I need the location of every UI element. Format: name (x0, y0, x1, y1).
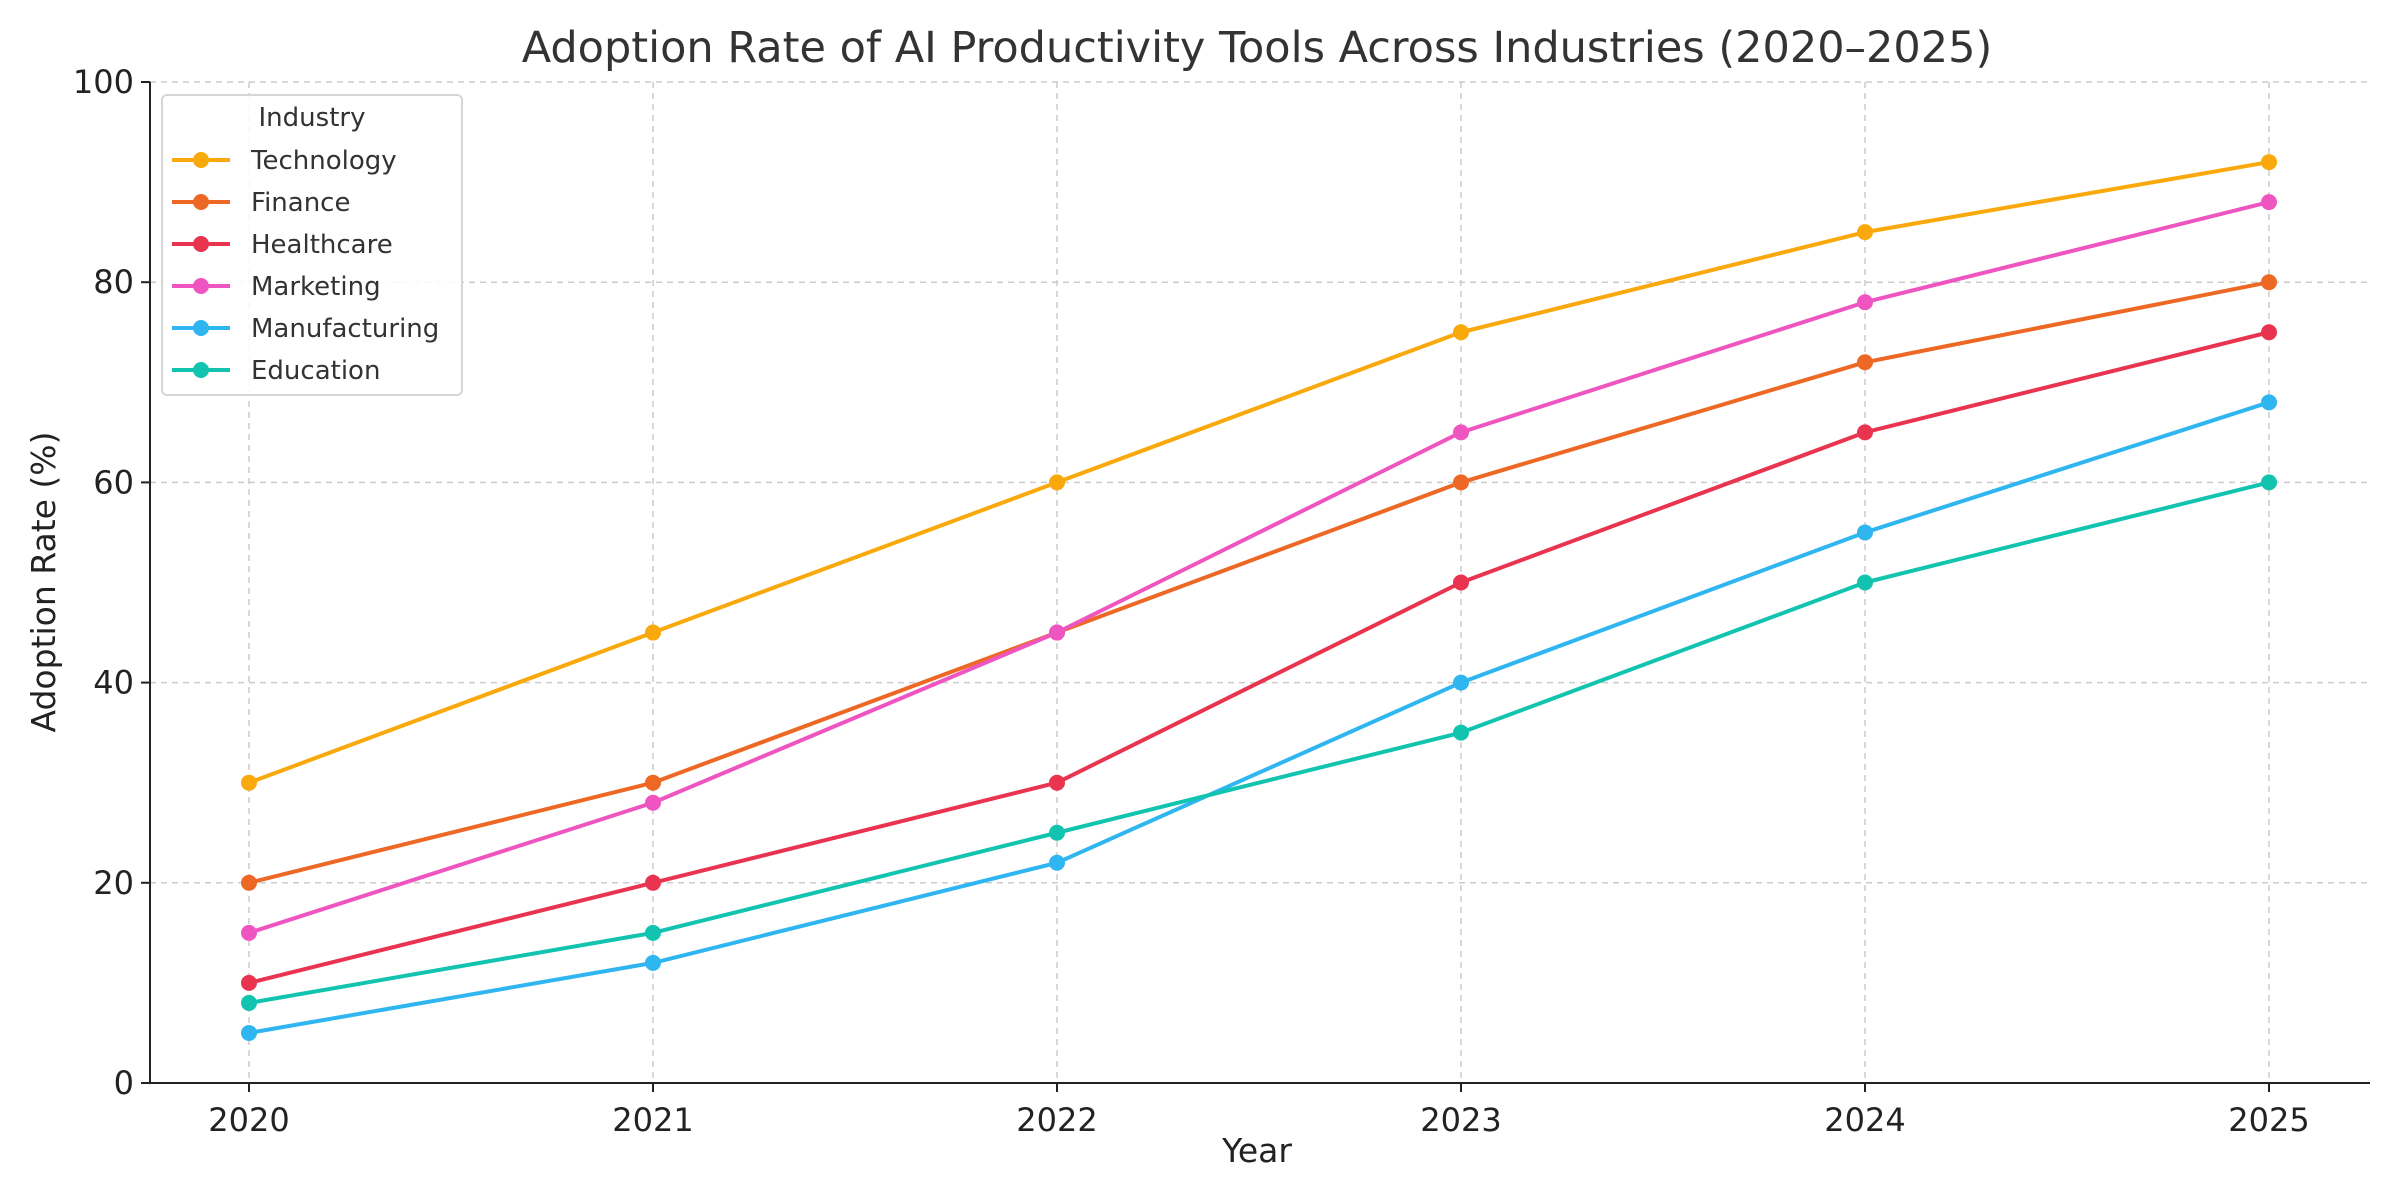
legend-item-marketing: Marketing (172, 272, 381, 302)
series-education (241, 474, 2277, 1011)
series-line-marketing (247, 200, 2271, 935)
series-manufacturing (241, 394, 2277, 1041)
series-healthcare (241, 324, 2277, 991)
legend-item-education: Education (172, 356, 380, 386)
legend-label: Technology (250, 146, 397, 176)
data-point-manufacturing (1453, 674, 1469, 691)
data-point-marketing (645, 794, 661, 811)
x-axis-label: Year (1221, 1131, 1292, 1170)
y-axis-label: Adoption Rate (%) (24, 431, 63, 732)
grid-layer (150, 81, 2370, 1084)
data-point-finance (2261, 274, 2277, 291)
legend-label: Education (251, 356, 380, 386)
legend-item-technology: Technology (172, 146, 397, 176)
legend-swatch-marker (193, 152, 209, 168)
data-point-healthcare (645, 874, 661, 891)
data-point-finance (645, 774, 661, 791)
x-tick-label: 2023 (1420, 1101, 1501, 1139)
data-point-education (1857, 574, 1873, 591)
legend-label: Healthcare (251, 230, 393, 260)
data-point-technology (241, 774, 257, 791)
data-point-education (1049, 824, 1065, 841)
data-point-finance (241, 874, 257, 891)
data-point-technology (1453, 324, 1469, 341)
legend-item-finance: Finance (172, 188, 350, 218)
data-point-healthcare (1049, 774, 1065, 791)
x-tick-label: 2022 (1016, 1101, 1097, 1139)
series-line-manufacturing (247, 400, 2271, 1035)
legend-item-healthcare: Healthcare (172, 230, 393, 260)
data-point-healthcare (2261, 324, 2277, 341)
legend-items: Technology Finance Healthcare Marketing Manu… (172, 146, 439, 386)
y-tick-label: 80 (93, 263, 134, 301)
data-point-education (241, 994, 257, 1011)
series-line-education (247, 480, 2271, 1005)
data-point-manufacturing (241, 1024, 257, 1041)
data-point-technology (2261, 154, 2277, 171)
data-point-finance (1453, 474, 1469, 491)
legend-swatch-marker (193, 194, 209, 210)
data-point-healthcare (1857, 424, 1873, 441)
data-point-marketing (1453, 424, 1469, 441)
legend-label: Marketing (251, 272, 381, 302)
x-tick-label: 2024 (1824, 1101, 1905, 1139)
data-point-marketing (241, 924, 257, 941)
data-point-technology (645, 624, 661, 641)
data-point-manufacturing (645, 954, 661, 971)
series-line-finance (247, 280, 2271, 885)
data-point-education (2261, 474, 2277, 491)
legend-item-manufacturing: Manufacturing (172, 314, 439, 344)
chart-title: Adoption Rate of AI Productivity Tools A… (522, 23, 1993, 73)
legend: Industry Technology Finance Healthcare Mark… (161, 94, 463, 396)
x-tick-label: 2025 (2228, 1101, 2309, 1139)
legend-swatch-marker (193, 236, 209, 252)
data-point-technology (1049, 474, 1065, 491)
x-tick-label: 2020 (208, 1101, 289, 1139)
data-point-healthcare (1453, 574, 1469, 591)
series-marketing (241, 194, 2277, 941)
y-tick-label: 100 (73, 63, 134, 101)
y-tick-label: 40 (93, 664, 134, 702)
y-tick-label: 20 (93, 864, 134, 902)
series-line-technology (247, 160, 2271, 785)
data-point-education (1453, 724, 1469, 741)
y-tick-label: 60 (93, 463, 134, 501)
legend-label: Finance (251, 188, 350, 218)
data-point-manufacturing (1049, 854, 1065, 871)
legend-swatch-marker (193, 362, 209, 378)
data-point-healthcare (241, 974, 257, 991)
x-tick-label: 2021 (612, 1101, 693, 1139)
data-point-marketing (2261, 194, 2277, 211)
series-layer (241, 154, 2277, 1041)
y-tick-label: 0 (114, 1064, 134, 1102)
legend-swatch-marker (193, 278, 209, 294)
data-point-finance (1857, 354, 1873, 371)
data-point-marketing (1049, 624, 1065, 641)
data-point-marketing (1857, 294, 1873, 311)
data-point-technology (1857, 224, 1873, 241)
series-technology (241, 154, 2277, 791)
data-point-manufacturing (2261, 394, 2277, 411)
series-finance (241, 274, 2277, 891)
legend-label: Manufacturing (251, 314, 439, 344)
legend-title: Industry (259, 103, 366, 133)
series-line-healthcare (247, 330, 2271, 985)
axes-layer: 2020 2021 2022 2023 2024 2025 0 20 40 60 80 100 (73, 63, 2370, 1139)
legend-box (161, 94, 463, 396)
data-point-education (645, 924, 661, 941)
data-point-manufacturing (1857, 524, 1873, 541)
legend-swatch-marker (193, 320, 209, 336)
